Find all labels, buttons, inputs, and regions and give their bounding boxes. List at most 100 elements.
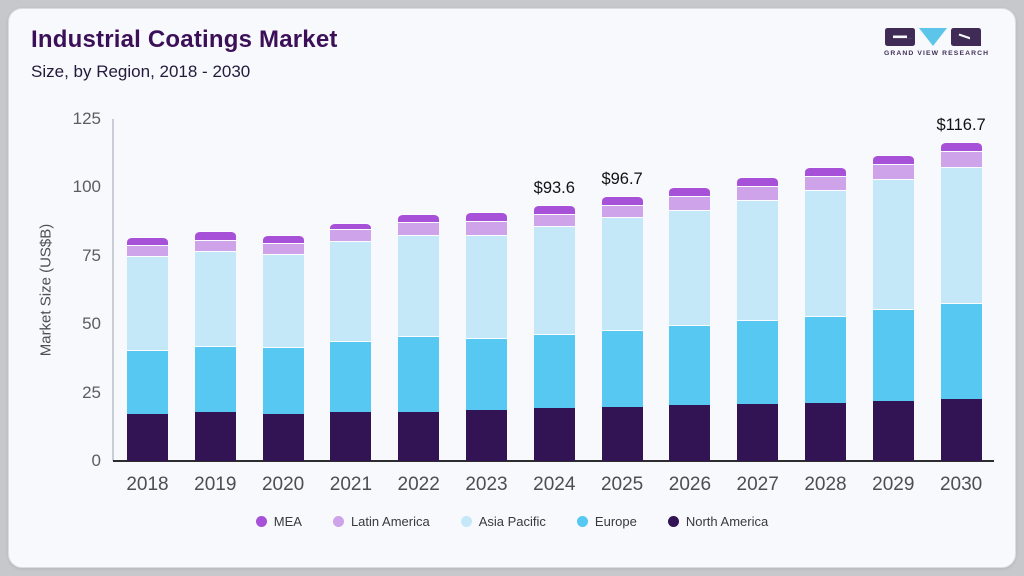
y-tick-75: 75 xyxy=(82,245,101,265)
bar-2024-latin-america xyxy=(533,213,575,226)
bar-2022-europe xyxy=(398,335,440,412)
bar-2023-latin-america xyxy=(466,221,507,235)
bar-2026-europe xyxy=(669,325,711,405)
bar-2021-latin-america xyxy=(330,228,372,242)
x-tick-2020: 2020 xyxy=(261,474,305,495)
legend-item-mea: MEA xyxy=(255,514,302,529)
bar-2020-north-america xyxy=(262,414,304,461)
bar-2019-north-america xyxy=(194,412,236,461)
bar-2028-asia-pacific xyxy=(805,190,846,316)
x-tick-2024: 2024 xyxy=(533,474,576,495)
bar-2022-latin-america xyxy=(398,222,440,235)
bar-2025-latin-america xyxy=(601,205,643,218)
bar-2025-north-america xyxy=(601,406,643,461)
legend-label-europe: Europe xyxy=(594,514,637,529)
bar-2028-north-america xyxy=(805,403,846,461)
x-tick-2021: 2021 xyxy=(329,474,373,495)
bar-2020-latin-america xyxy=(262,242,304,254)
bar-2019-asia-pacific xyxy=(194,250,236,347)
bar-2019-mea xyxy=(194,230,236,240)
bar-2020-asia-pacific xyxy=(262,253,304,348)
bar-2021-north-america xyxy=(330,412,372,461)
bar-2022-mea xyxy=(398,214,440,223)
bar-2023-mea xyxy=(466,212,507,222)
bar-2018-europe xyxy=(127,350,168,414)
x-tick-2022: 2022 xyxy=(397,474,440,495)
bar-2029-latin-america xyxy=(872,163,914,179)
bar-2019-europe xyxy=(194,346,236,413)
bar-2023-europe xyxy=(466,337,507,410)
legend-item-asia-pacific: Asia Pacific xyxy=(460,514,546,529)
y-tick-25: 25 xyxy=(82,382,101,402)
bar-2027-north-america xyxy=(737,404,779,461)
bar-2024-asia-pacific xyxy=(533,225,575,335)
y-axis-line xyxy=(112,119,114,461)
legend-dot-mea xyxy=(255,516,267,527)
x-tick-2019: 2019 xyxy=(194,474,237,495)
bar-2025-asia-pacific xyxy=(601,217,643,330)
bar-2026-asia-pacific xyxy=(669,210,711,325)
bar-2023-north-america xyxy=(466,409,507,461)
total-label-2030: $116.7 xyxy=(936,115,986,134)
bar-2028-europe xyxy=(805,315,846,404)
total-label-2025: $96.7 xyxy=(601,170,643,189)
bar-2028-mea xyxy=(805,166,846,176)
bar-2020-europe xyxy=(262,347,304,415)
bar-2025-europe xyxy=(601,329,643,407)
x-tick-2026: 2026 xyxy=(668,474,712,495)
bar-2026-latin-america xyxy=(669,196,711,211)
logo-wordmark: GRAND VIEW RESEARCH xyxy=(884,50,990,57)
bar-2026-mea xyxy=(669,186,711,197)
bar-2027-europe xyxy=(737,320,779,405)
bar-2023-asia-pacific xyxy=(466,235,507,338)
bar-2018-mea xyxy=(127,236,168,245)
x-tick-2030: 2030 xyxy=(939,474,983,495)
bar-2029-north-america xyxy=(872,400,914,461)
legend-dot-europe xyxy=(576,516,588,527)
x-tick-2028: 2028 xyxy=(804,474,847,495)
x-tick-2018: 2018 xyxy=(126,474,169,495)
page-title: Industrial Coatings Market xyxy=(31,26,338,53)
bar-2029-europe xyxy=(872,309,914,401)
bar-2027-asia-pacific xyxy=(737,199,779,321)
legend-item-north-america: North America xyxy=(667,514,768,529)
bar-2021-mea xyxy=(330,222,372,229)
y-tick-100: 100 xyxy=(72,177,101,197)
bar-2024-europe xyxy=(533,334,575,409)
y-tick-125: 125 xyxy=(72,109,101,128)
bar-2027-mea xyxy=(737,176,779,187)
bar-2030-latin-america xyxy=(940,151,982,167)
gvr-logo-icon xyxy=(885,28,982,46)
x-tick-2023: 2023 xyxy=(465,474,508,495)
bar-2029-asia-pacific xyxy=(872,178,914,310)
bar-2026-north-america xyxy=(669,404,711,461)
bar-2018-latin-america xyxy=(127,244,168,257)
bar-2030-north-america xyxy=(940,398,982,461)
bar-2024-mea xyxy=(533,204,575,214)
x-tick-2025: 2025 xyxy=(600,474,644,495)
y-axis-title: Market Size (US$B) xyxy=(37,223,55,357)
legend-item-latin-america: Latin America xyxy=(332,514,430,529)
legend-item-europe: Europe xyxy=(576,514,637,529)
legend-dot-north-america xyxy=(667,516,679,527)
page-subtitle: Size, by Region, 2018 - 2030 xyxy=(31,62,251,81)
y-tick-0: 0 xyxy=(91,451,101,470)
chart-legend: MEA Latin America Asia Pacific Europe North … xyxy=(0,514,1024,529)
bar-2030-mea xyxy=(940,141,982,152)
grand-view-research-logo: GRAND VIEW RESEARCH xyxy=(884,27,990,57)
bar-2021-asia-pacific xyxy=(330,241,372,341)
bar-2028-latin-america xyxy=(805,175,846,191)
bar-2029-mea xyxy=(872,154,914,164)
bar-2021-europe xyxy=(330,340,372,413)
bar-2020-mea xyxy=(262,234,304,243)
y-tick-50: 50 xyxy=(82,314,101,334)
bar-2024-north-america xyxy=(533,408,575,461)
bar-2025-mea xyxy=(601,196,643,206)
total-label-2024: $93.6 xyxy=(533,178,575,197)
bar-2030-asia-pacific xyxy=(940,166,982,303)
bar-2019-latin-america xyxy=(194,239,236,251)
legend-dot-latin-america xyxy=(332,516,344,527)
chart-card xyxy=(8,8,1016,568)
x-tick-2029: 2029 xyxy=(872,474,915,495)
